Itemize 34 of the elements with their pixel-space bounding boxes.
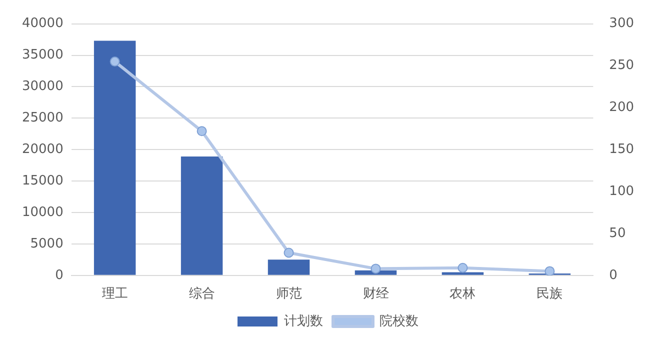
- y-tick-label: 10000: [22, 204, 64, 220]
- bar: [180, 156, 223, 275]
- y2-tick-label: 200: [609, 100, 634, 116]
- y-tick-label: 30000: [22, 79, 64, 94]
- legend-label: 院校数: [380, 314, 418, 329]
- legend-label: 计划数: [284, 314, 323, 329]
- x-tick-label: 师范: [276, 286, 302, 302]
- point: [544, 266, 555, 276]
- y-tick-label: 20000: [22, 142, 64, 157]
- y-tick-label: 40000: [22, 16, 64, 32]
- point: [110, 56, 120, 67]
- y-tick-label: 0: [55, 268, 64, 283]
- x-tick-label: 民族: [536, 286, 563, 302]
- y2-tick-label: 250: [609, 58, 634, 74]
- point: [370, 264, 381, 274]
- x-tick-label: 理工: [102, 286, 128, 302]
- point: [458, 262, 468, 273]
- point: [196, 126, 207, 136]
- y2-tick-label: 50: [609, 226, 626, 241]
- y2-tick-label: 150: [609, 142, 634, 157]
- x-tick-label: 财经: [362, 286, 389, 302]
- y-tick-label: 35000: [22, 48, 64, 63]
- y-tick-label: 25000: [22, 110, 64, 126]
- y2-tick-label: 0: [609, 268, 618, 283]
- bar: [442, 272, 484, 275]
- y2-tick-label: 100: [609, 184, 634, 199]
- x-tick-label: 综合: [188, 286, 215, 302]
- bar: [268, 260, 310, 275]
- point: [284, 248, 294, 258]
- y2-tick-label: 300: [609, 16, 634, 32]
- x-tick-label: 农林: [450, 286, 476, 302]
- y-tick-label: 15000: [22, 173, 64, 188]
- bar: [94, 40, 136, 275]
- y-tick-label: 5000: [30, 236, 64, 252]
